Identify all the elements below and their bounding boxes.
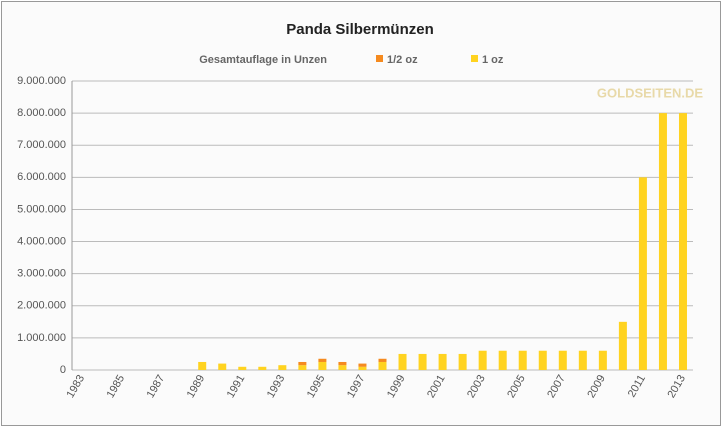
- bar: [378, 358, 387, 362]
- y-tick-label: 2.000.000: [17, 300, 66, 312]
- bar: [598, 350, 607, 370]
- bar: [578, 350, 587, 370]
- bar: [418, 353, 427, 370]
- bar: [218, 363, 227, 370]
- bar: [278, 365, 287, 370]
- bar: [338, 361, 347, 366]
- bar: [378, 361, 387, 370]
- bar: [618, 321, 627, 370]
- bar: [358, 363, 367, 367]
- bar: [338, 365, 347, 370]
- bar: [478, 350, 487, 370]
- watermark: GOLDSEITEN.DE: [597, 85, 704, 100]
- bar: [678, 113, 687, 370]
- bar: [298, 361, 307, 366]
- bar: [318, 361, 327, 370]
- bar: [458, 353, 467, 370]
- y-tick-label: 0: [60, 364, 66, 376]
- bar: [258, 366, 267, 370]
- y-tick-label: 6.000.000: [17, 171, 66, 183]
- bar: [298, 365, 307, 370]
- y-tick-label: 8.000.000: [17, 107, 66, 119]
- bar: [498, 350, 507, 370]
- bar: [238, 366, 247, 370]
- legend-swatch: [471, 55, 478, 62]
- y-tick-label: 9.000.000: [17, 75, 66, 87]
- y-tick-label: 7.000.000: [17, 139, 66, 151]
- y-tick-label: 4.000.000: [17, 235, 66, 247]
- bar: [398, 353, 407, 370]
- legend-label: 1/2 oz: [387, 54, 418, 66]
- bar: [358, 366, 367, 370]
- bar: [438, 353, 447, 370]
- legend-label: 1 oz: [482, 54, 504, 66]
- bar: [518, 350, 527, 370]
- y-tick-label: 5.000.000: [17, 203, 66, 215]
- y-tick-label: 3.000.000: [17, 268, 66, 280]
- chart-title: Panda Silbermünzen: [286, 21, 434, 38]
- bar: [198, 361, 207, 370]
- y-tick-label: 1.000.000: [17, 332, 66, 344]
- bar: [638, 177, 647, 370]
- bar: [538, 350, 547, 370]
- bar: [658, 113, 667, 370]
- legend-swatch: [376, 55, 383, 62]
- bar: [558, 350, 567, 370]
- bar: [318, 358, 327, 362]
- legend-title: Gesamtauflage in Unzen: [199, 54, 327, 66]
